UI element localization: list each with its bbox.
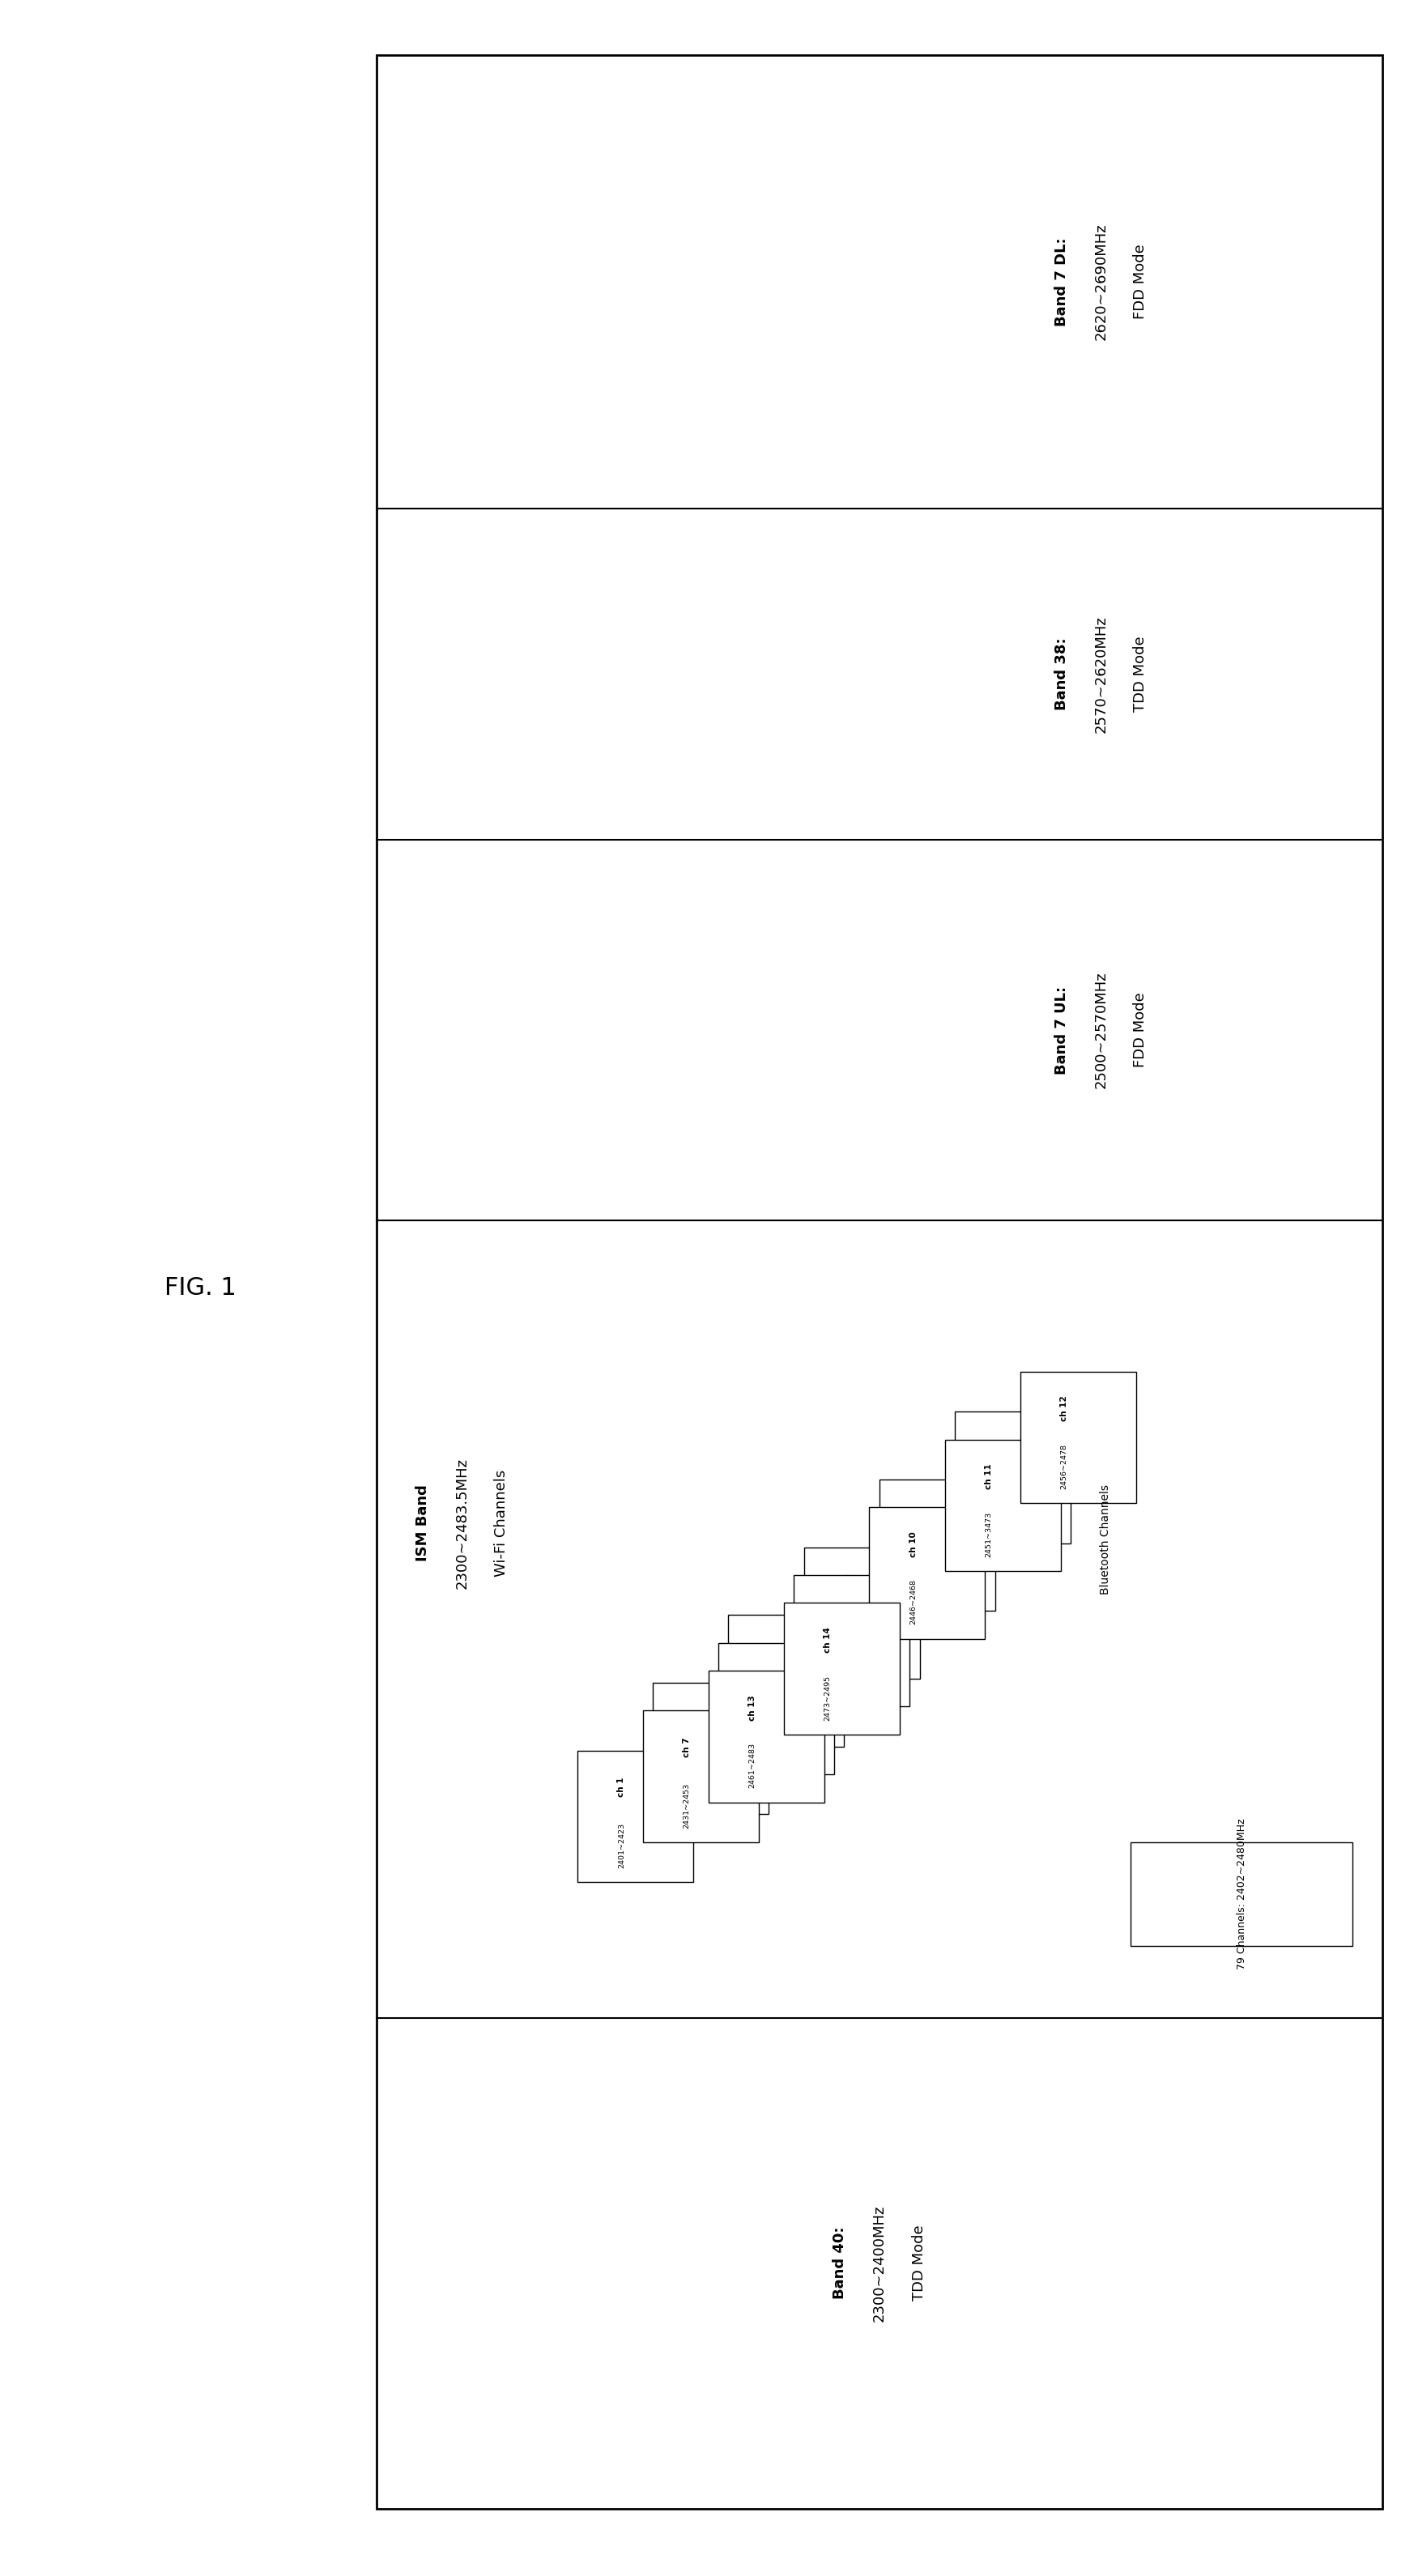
Bar: [728, 1615, 844, 1747]
Text: 2441~2463: 2441~2463: [834, 1646, 841, 1692]
Text: FDD Mode: FDD Mode: [1133, 992, 1147, 1066]
Text: Band 7 UL:: Band 7 UL:: [1053, 987, 1069, 1074]
Text: 2406~2428: 2406~2428: [693, 1754, 700, 1801]
Text: ch 4: ch 4: [844, 1574, 853, 1595]
Text: 2473~2495: 2473~2495: [824, 1674, 831, 1721]
Text: ch 2: ch 2: [693, 1710, 701, 1728]
Text: 2416~2438: 2416~2438: [844, 1620, 851, 1664]
Text: ch 11: ch 11: [984, 1463, 993, 1489]
Bar: [643, 1710, 759, 1842]
Text: 2570~2620MHz: 2570~2620MHz: [1093, 616, 1109, 734]
Text: ch 1: ch 1: [618, 1777, 625, 1798]
Text: 2431~2453: 2431~2453: [683, 1783, 690, 1829]
Text: 2401~2423: 2401~2423: [618, 1824, 625, 1868]
Text: TDD Mode: TDD Mode: [912, 2226, 926, 2300]
Text: 2446~2468: 2446~2468: [909, 1579, 916, 1625]
Text: 2620~2690MHz: 2620~2690MHz: [1093, 224, 1109, 340]
Text: 2426~2448: 2426~2448: [995, 1484, 1003, 1530]
Text: 2421~2443: 2421~2443: [919, 1551, 928, 1597]
Text: 2451~3473: 2451~3473: [986, 1512, 993, 1556]
Bar: [577, 1752, 693, 1883]
Text: Wi-Fi Channels: Wi-Fi Channels: [493, 1471, 509, 1577]
Text: ch 10: ch 10: [909, 1530, 918, 1556]
Text: Band 38:: Band 38:: [1053, 639, 1069, 711]
Text: Band 7 DL:: Band 7 DL:: [1053, 237, 1069, 327]
Text: ch 8: ch 8: [758, 1669, 766, 1690]
Bar: [805, 1548, 919, 1680]
Text: ch 7: ch 7: [683, 1739, 691, 1757]
Bar: [708, 1672, 824, 1803]
Text: 2461~2483: 2461~2483: [748, 1744, 756, 1788]
Text: ch 5: ch 5: [919, 1507, 928, 1525]
Text: ch 12: ch 12: [1060, 1396, 1068, 1422]
Bar: [1021, 1373, 1135, 1504]
Bar: [954, 1412, 1070, 1543]
Bar: [880, 1479, 995, 1610]
Text: FIG. 1: FIG. 1: [164, 1275, 236, 1301]
Text: ISM Band: ISM Band: [416, 1484, 430, 1561]
Text: 2300~2400MHz: 2300~2400MHz: [872, 2205, 887, 2321]
Bar: [718, 1643, 834, 1775]
Bar: [1131, 1842, 1352, 1945]
Text: ch 3: ch 3: [768, 1641, 776, 1662]
Text: 2500~2570MHz: 2500~2570MHz: [1093, 971, 1109, 1090]
Text: TDD Mode: TDD Mode: [1133, 636, 1147, 711]
Text: Bluetooth Channels: Bluetooth Channels: [1100, 1484, 1111, 1595]
Text: 2300~2483.5MHz: 2300~2483.5MHz: [454, 1458, 469, 1589]
Text: ch 6: ch 6: [995, 1437, 1003, 1458]
Text: ch 13: ch 13: [748, 1695, 756, 1721]
Bar: [870, 1507, 986, 1638]
Text: ch 14: ch 14: [824, 1628, 831, 1654]
Text: ch 9: ch 9: [834, 1602, 841, 1623]
Bar: [793, 1574, 909, 1708]
Text: 2411~2433: 2411~2433: [769, 1687, 776, 1734]
Text: Band 40:: Band 40:: [833, 2226, 847, 2300]
Text: 2456~2478: 2456~2478: [1060, 1443, 1068, 1489]
Bar: [653, 1682, 769, 1814]
Bar: [945, 1440, 1060, 1571]
Text: FDD Mode: FDD Mode: [1133, 245, 1147, 319]
Bar: [376, 54, 1383, 2509]
Bar: [783, 1602, 899, 1734]
Text: 79 Channels: 2402~2480MHz: 79 Channels: 2402~2480MHz: [1236, 1819, 1247, 1971]
Text: 2436~2458: 2436~2458: [759, 1716, 766, 1759]
